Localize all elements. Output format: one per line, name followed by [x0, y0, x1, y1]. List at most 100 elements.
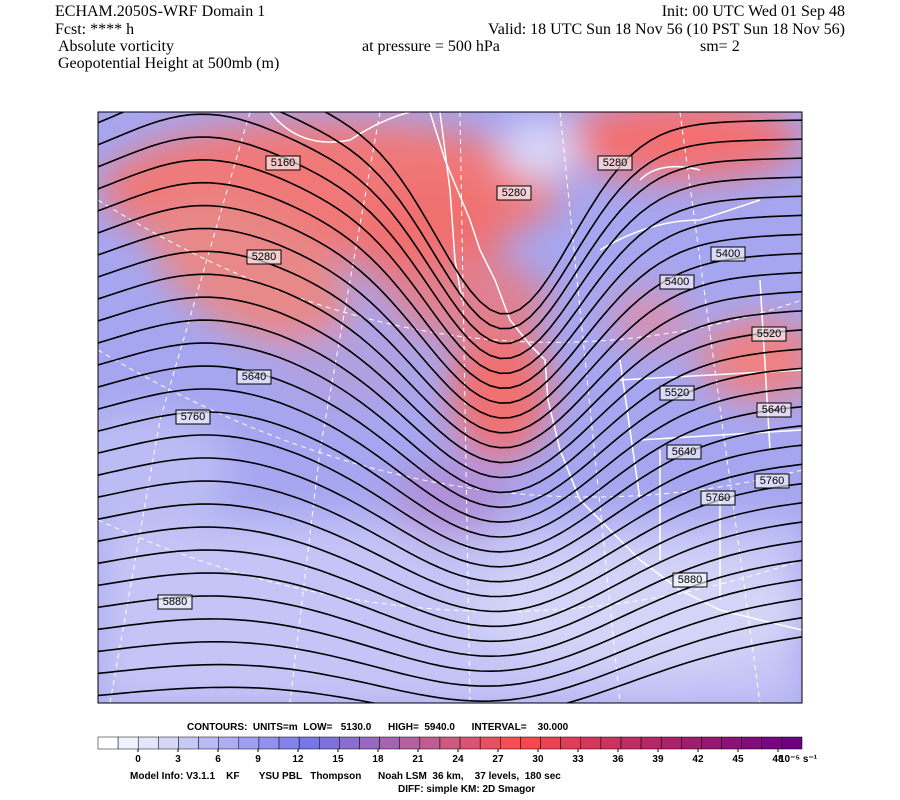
contour-label: 5880 — [678, 574, 702, 586]
colorbar-tick-label: 12 — [292, 754, 304, 765]
colorbar-units: 10⁻⁵ s⁻¹ — [779, 754, 818, 765]
colorbar-box — [479, 736, 501, 750]
colorbar-box — [399, 736, 421, 750]
contour-line — [98, 502, 802, 613]
field-name: Absolute vorticity — [58, 38, 174, 55]
contour-line — [98, 597, 802, 687]
contour-line — [98, 444, 802, 568]
contour-label-box — [756, 402, 792, 418]
valid-time: Valid: 18 UTC Sun 18 Nov 56 (10 PST Sun … — [488, 21, 845, 38]
colorbar-box — [439, 736, 461, 750]
colorbar-box — [580, 736, 602, 750]
colorbar-box — [419, 736, 441, 750]
colorbar-box — [359, 736, 380, 750]
contour-label-box — [666, 444, 702, 460]
contour-label: 5160 — [271, 157, 295, 169]
map-area: 5160 5280 5280 5280 5400 5400 5520 5640 5520 5760… — [98, 112, 802, 703]
contour-line — [98, 136, 802, 360]
pressure-level: at pressure = 500 hPa — [362, 38, 500, 55]
contour-label: 5760 — [760, 475, 784, 487]
contour-label-box — [672, 572, 708, 588]
forecast-hour: Fcst: **** h — [55, 21, 134, 38]
colorbar-tick-label: 3 — [175, 754, 181, 765]
contour-field: Geopotential Height at 500mb (m) — [58, 55, 279, 72]
contour-label: 5760 — [706, 492, 730, 504]
colorbar-box — [178, 736, 199, 750]
colorbar-tick-label: 21 — [412, 754, 424, 765]
contour-label-box — [236, 369, 272, 385]
contour-label-box — [265, 155, 301, 171]
contour-label-box — [659, 385, 695, 401]
model-info: Model Info: V3.1.1 KF YSU PBL Thompson N… — [130, 771, 561, 782]
contour-line — [98, 273, 802, 449]
contour-line — [98, 463, 802, 583]
colorbar-box — [278, 736, 300, 750]
colorbar-tick-label: 27 — [492, 754, 504, 765]
contour-labels: 5160 5280 5280 5280 5400 5400 5520 5640 5520 5760… — [157, 155, 792, 610]
contour-line — [98, 250, 802, 434]
contour-line — [98, 540, 802, 643]
colorbar-box — [741, 736, 763, 750]
contour-label-box — [597, 155, 633, 171]
contour-label: 5640 — [762, 404, 786, 416]
init-time: Init: 00 UTC Wed 01 Sep 48 — [662, 3, 845, 20]
contour-line — [98, 578, 802, 673]
colorbar-box — [137, 736, 159, 750]
contour-label: 5760 — [181, 411, 205, 423]
contour-label-box — [246, 249, 282, 265]
colorbar-box — [660, 736, 682, 750]
contour-line — [98, 636, 802, 703]
contour-line — [98, 159, 802, 375]
contour-label: 5880 — [163, 596, 187, 608]
colorbar-box — [681, 736, 702, 750]
contour-line — [98, 617, 802, 703]
contour-label-box — [751, 326, 787, 342]
contour-label: 5400 — [716, 248, 740, 260]
colorbar-box — [218, 736, 240, 750]
colorbar-tick-label: 45 — [732, 754, 744, 765]
colorbar-tick-label: 0 — [135, 754, 141, 765]
colorbar-box — [520, 736, 541, 750]
contour-label-box — [700, 490, 736, 506]
colorbar-tick-label: 6 — [215, 754, 221, 765]
colorbar-tick-label: 42 — [692, 754, 704, 765]
contour-line — [98, 482, 802, 598]
diff-info: DIFF: simple KM: 2D Smagor — [398, 784, 535, 795]
smoothing: sm= 2 — [700, 38, 740, 55]
contour-line — [98, 112, 802, 330]
contour-line — [98, 204, 802, 404]
contour-line — [98, 521, 802, 628]
colorbar-tick-label: 39 — [652, 754, 664, 765]
colorbar-box — [238, 736, 260, 750]
model-title: ECHAM.2050S-WRF Domain 1 — [55, 3, 265, 20]
contour-line — [323, 112, 802, 315]
colorbar-box — [540, 736, 561, 750]
contour-label-box — [496, 185, 532, 201]
contour-line — [98, 386, 802, 523]
colorbar-box — [97, 736, 119, 750]
colorbar-box — [721, 736, 742, 750]
colorbar-box — [761, 736, 783, 750]
height-contours — [98, 112, 802, 703]
contour-line — [98, 296, 802, 464]
contour-line — [98, 227, 802, 419]
colorbar-box — [379, 736, 400, 750]
contour-line — [98, 342, 802, 494]
colorbar-box — [117, 736, 139, 750]
colorbar-box — [258, 736, 280, 750]
colorbar-box — [319, 736, 340, 750]
contour-label: 5280 — [502, 187, 526, 199]
contour-label: 5640 — [672, 446, 696, 458]
colorbar-tick-label: 48 — [772, 754, 784, 765]
colorbar-tick-label: 18 — [372, 754, 384, 765]
contour-label-box — [175, 409, 211, 425]
contour-info: CONTOURS: UNITS=m LOW= 5130.0 HIGH= 5940… — [187, 722, 569, 733]
colorbar-tick-label: 24 — [452, 754, 464, 765]
colorbar-tick-label: 30 — [532, 754, 544, 765]
colorbar-box — [600, 736, 622, 750]
contour-label: 5280 — [252, 251, 276, 263]
contour-label-box — [710, 246, 746, 262]
colorbar-box — [158, 736, 179, 750]
colorbar-tick-label: 15 — [332, 754, 344, 765]
